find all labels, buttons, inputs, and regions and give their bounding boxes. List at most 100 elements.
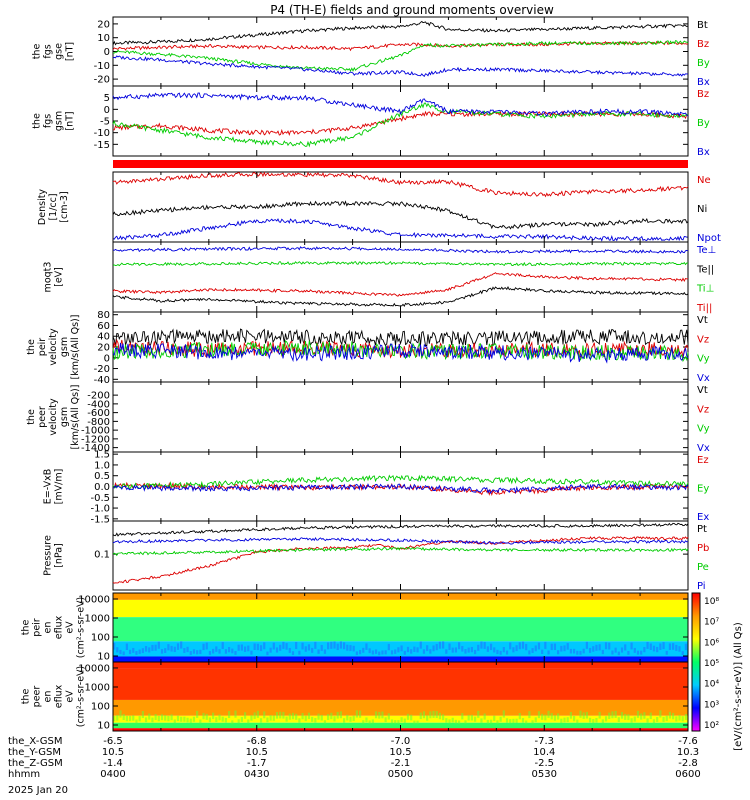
y-tick-label: 10 bbox=[97, 33, 110, 44]
spectrogram-texture bbox=[678, 714, 681, 721]
spectrogram-texture bbox=[426, 645, 429, 652]
y-tick-label: 0 bbox=[104, 105, 110, 116]
spectrogram-texture bbox=[649, 712, 652, 720]
panel-density: Density[1/cc][cm-3] Ne Ni Npot bbox=[37, 171, 721, 244]
spectrogram-texture bbox=[493, 715, 496, 722]
spectrogram-texture bbox=[192, 716, 196, 722]
spectrogram-texture bbox=[212, 712, 215, 720]
spectrogram-texture bbox=[282, 641, 285, 649]
spectrogram-texture bbox=[384, 650, 387, 655]
legend-Ez: Ez bbox=[697, 455, 709, 466]
spectrogram-texture bbox=[426, 715, 429, 721]
orbit-value: -7.6 bbox=[678, 736, 698, 747]
spectrogram-texture bbox=[381, 650, 384, 655]
series-line-Ey bbox=[112, 474, 689, 490]
y-tick-label: 10 bbox=[97, 652, 110, 663]
spectrogram-texture bbox=[454, 719, 458, 724]
spectrogram-texture bbox=[122, 714, 125, 721]
spectrogram-texture bbox=[317, 649, 320, 654]
spectrogram-texture bbox=[231, 648, 234, 654]
spectrogram-texture bbox=[250, 650, 253, 655]
colorbar-tick: 10⁸ bbox=[704, 597, 719, 607]
spectrogram-texture bbox=[256, 643, 259, 651]
spectrogram-texture bbox=[585, 711, 588, 719]
orbit-value: -2.1 bbox=[391, 758, 411, 769]
legend-Bt: Bt bbox=[697, 20, 708, 31]
series-line-Ez bbox=[112, 481, 689, 497]
spectrogram-texture bbox=[387, 643, 390, 651]
y-axis-label-line: en bbox=[43, 622, 54, 634]
spectrogram-texture bbox=[521, 718, 525, 723]
colorbar-tick: 10² bbox=[704, 721, 719, 731]
spectrogram-texture bbox=[374, 711, 378, 719]
spectrogram-texture bbox=[116, 647, 119, 653]
spectrogram-texture bbox=[518, 713, 521, 720]
y-tick-label: 60 bbox=[97, 321, 110, 332]
spectrogram-texture bbox=[652, 719, 656, 724]
spectrogram-texture bbox=[678, 646, 681, 652]
spectrogram-texture bbox=[598, 644, 601, 651]
spectrogram-texture bbox=[135, 651, 138, 655]
spectrogram-texture bbox=[144, 646, 148, 652]
spectrogram-texture bbox=[445, 649, 448, 654]
spectrogram-texture bbox=[595, 644, 598, 651]
spectrogram-texture bbox=[160, 649, 164, 654]
y-axis-label: thepeirvelocitygsm[km/s(All Qs)] bbox=[26, 315, 81, 380]
spectrogram-texture bbox=[636, 650, 640, 655]
spectrogram-texture bbox=[652, 645, 656, 652]
orbit-value: 0530 bbox=[532, 769, 557, 780]
spectrogram-band bbox=[113, 599, 688, 618]
legend-Ti⊥: Ti⊥ bbox=[696, 284, 714, 295]
orbit-value: 0430 bbox=[244, 769, 269, 780]
spectrogram-texture bbox=[253, 643, 256, 650]
spectrogram-texture bbox=[259, 718, 263, 723]
legend-Te⊥: Te⊥ bbox=[696, 245, 716, 256]
y-tick-label: -1400 bbox=[81, 443, 110, 454]
spectrogram-texture bbox=[410, 714, 413, 721]
y-axis-label: moqt3[eV] bbox=[43, 262, 65, 293]
spectrogram-texture bbox=[614, 647, 617, 653]
spectrogram-texture bbox=[180, 716, 183, 722]
spectrogram-texture bbox=[330, 641, 333, 649]
spectrogram-texture bbox=[502, 710, 505, 718]
spectrogram-texture bbox=[384, 717, 387, 723]
spectrogram-texture bbox=[646, 641, 649, 649]
series-line-Te⊥ bbox=[112, 246, 689, 254]
spectrogram-texture bbox=[630, 642, 633, 650]
y-tick-label: -1.5 bbox=[90, 514, 110, 525]
series-line-Bx bbox=[112, 92, 689, 117]
date-label: 2025 Jan 20 bbox=[8, 785, 68, 796]
spectrogram-texture bbox=[442, 641, 445, 649]
y-tick-label: -20 bbox=[94, 364, 110, 375]
spectrogram-texture bbox=[259, 645, 263, 652]
spectrogram-texture bbox=[132, 715, 135, 721]
y-axis-label: Pressure[nPa] bbox=[43, 535, 65, 576]
spectrogram-texture bbox=[438, 641, 442, 649]
spectrogram-texture bbox=[672, 712, 675, 720]
series-line-Pb bbox=[112, 536, 689, 584]
orbit-value: 0500 bbox=[388, 769, 413, 780]
spectrogram-texture bbox=[128, 649, 132, 655]
y-axis-label-line: [1/cc] bbox=[48, 193, 59, 220]
spectrogram-texture bbox=[403, 718, 406, 723]
spectrogram-texture bbox=[116, 715, 119, 721]
spectrogram-texture bbox=[573, 648, 576, 654]
spectrogram-texture bbox=[582, 712, 585, 719]
orbit-value: -7.0 bbox=[391, 736, 411, 747]
y-tick-label: -10 bbox=[94, 128, 110, 139]
spectrogram-texture bbox=[483, 713, 486, 720]
spectrogram-texture bbox=[445, 718, 448, 723]
legend-Ex: Ex bbox=[697, 512, 709, 523]
orbit-value: -6.5 bbox=[103, 736, 123, 747]
spectrogram-texture bbox=[464, 649, 467, 654]
spectrogram-texture bbox=[512, 647, 515, 653]
spectrogram-texture bbox=[502, 647, 505, 653]
spectrogram-texture bbox=[672, 643, 675, 650]
spectrogram-texture bbox=[432, 645, 435, 652]
spectrogram-texture bbox=[349, 645, 352, 652]
spectrogram-texture bbox=[157, 715, 160, 722]
colorbar-tick: 10⁷ bbox=[704, 618, 719, 628]
y-axis-label-line: (cm²-s-sr-eV) bbox=[76, 666, 87, 728]
spectrogram-texture bbox=[451, 717, 454, 723]
legend-Te||: Te|| bbox=[696, 264, 714, 275]
